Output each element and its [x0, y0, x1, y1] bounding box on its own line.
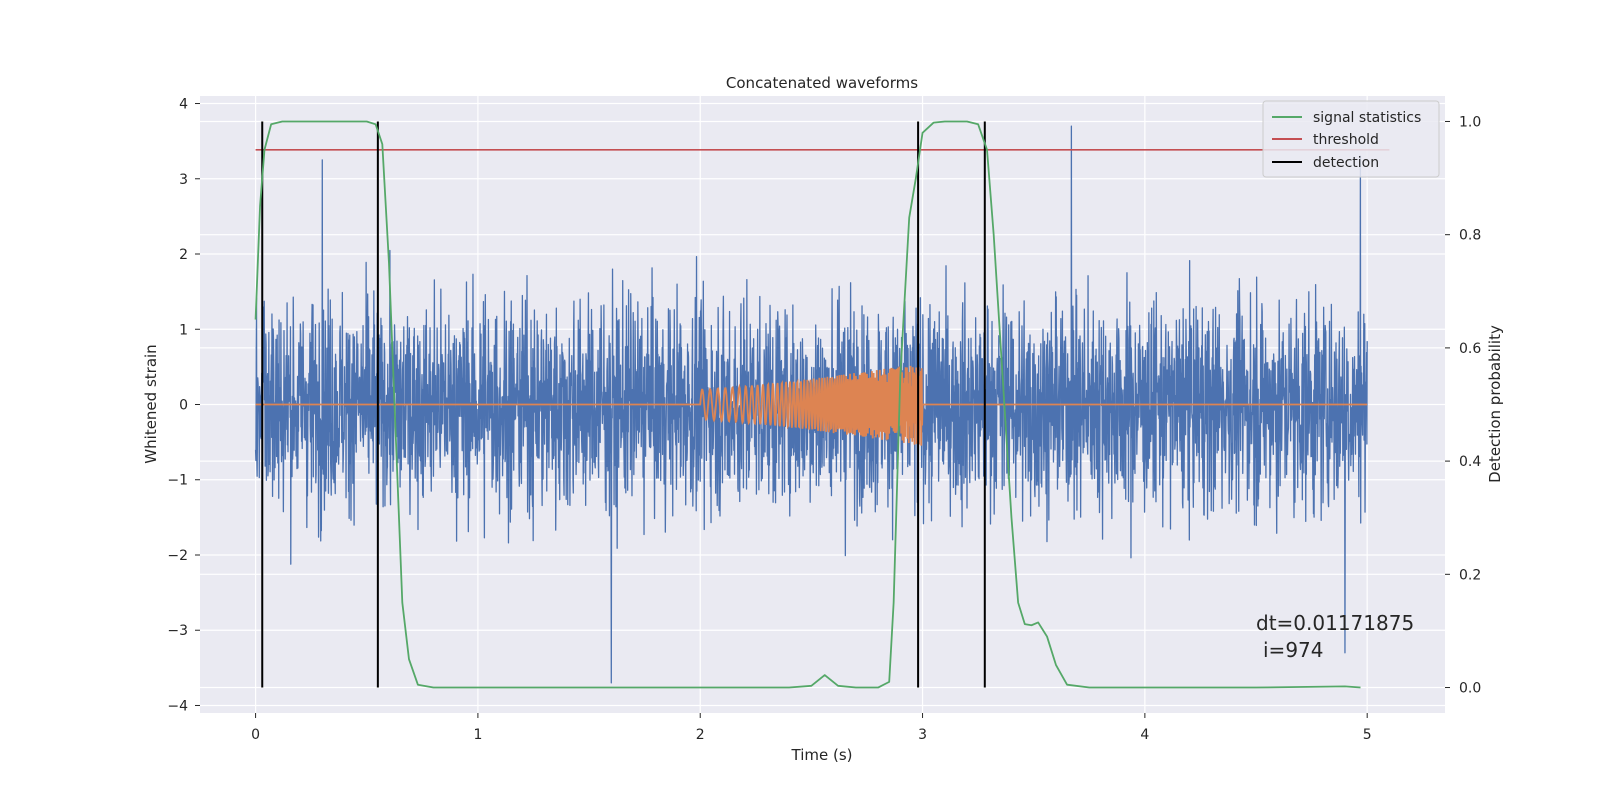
y-tick-label: −4 — [167, 698, 188, 714]
x-tick-label: 1 — [473, 727, 482, 743]
signal-statistics-line — [254, 120, 1361, 689]
annotation-dt: dt=0.01171875 — [1256, 611, 1414, 635]
legend: signal statistics threshold detection — [1262, 100, 1440, 178]
y2-tick-label: 0.0 — [1459, 681, 1481, 697]
y2-tick-label: 0.8 — [1459, 228, 1481, 244]
legend-label-detection: detection — [1313, 155, 1379, 171]
y-tick-label: −1 — [167, 473, 188, 489]
x-tick-label: 3 — [918, 727, 927, 743]
y-axis-label: Whitened strain — [142, 344, 160, 463]
y2-tick-label: 1.0 — [1459, 114, 1481, 130]
x-tick-label: 2 — [696, 727, 705, 743]
y-tick-label: 3 — [179, 172, 188, 188]
strain-series-line — [254, 125, 1368, 684]
ticks: 0 1 2 3 4 5 −4 −3 −2 −1 0 1 2 3 4 0.0 0.2 0.4 0.6 0.8 1.0 — [167, 97, 1481, 743]
x-axis-label: Time (s) — [791, 746, 853, 764]
legend-box — [1262, 100, 1440, 178]
x-tick-label: 4 — [1140, 727, 1149, 743]
y-tick-label: −3 — [167, 623, 188, 639]
chart-title: Concatenated waveforms — [726, 74, 918, 92]
y2-axis-label: Detection probability — [1486, 325, 1504, 483]
y-tick-label: −2 — [167, 548, 188, 564]
legend-label-signal-statistics: signal statistics — [1313, 110, 1421, 126]
y2-tick-label: 0.6 — [1459, 341, 1481, 357]
series-layer — [254, 120, 1390, 689]
injection-series-line — [255, 365, 1368, 446]
y2-tick-label: 0.2 — [1459, 567, 1481, 583]
y-tick-label: 1 — [179, 322, 188, 338]
y2-tick-label: 0.4 — [1459, 454, 1481, 470]
y-tick-label: 4 — [179, 97, 188, 113]
y-tick-label: 2 — [179, 247, 188, 263]
x-tick-label: 5 — [1363, 727, 1372, 743]
legend-label-threshold: threshold — [1313, 132, 1379, 148]
y-tick-label: 0 — [179, 398, 188, 414]
annotation-index: i=974 — [1263, 638, 1324, 662]
x-tick-label: 0 — [251, 727, 260, 743]
